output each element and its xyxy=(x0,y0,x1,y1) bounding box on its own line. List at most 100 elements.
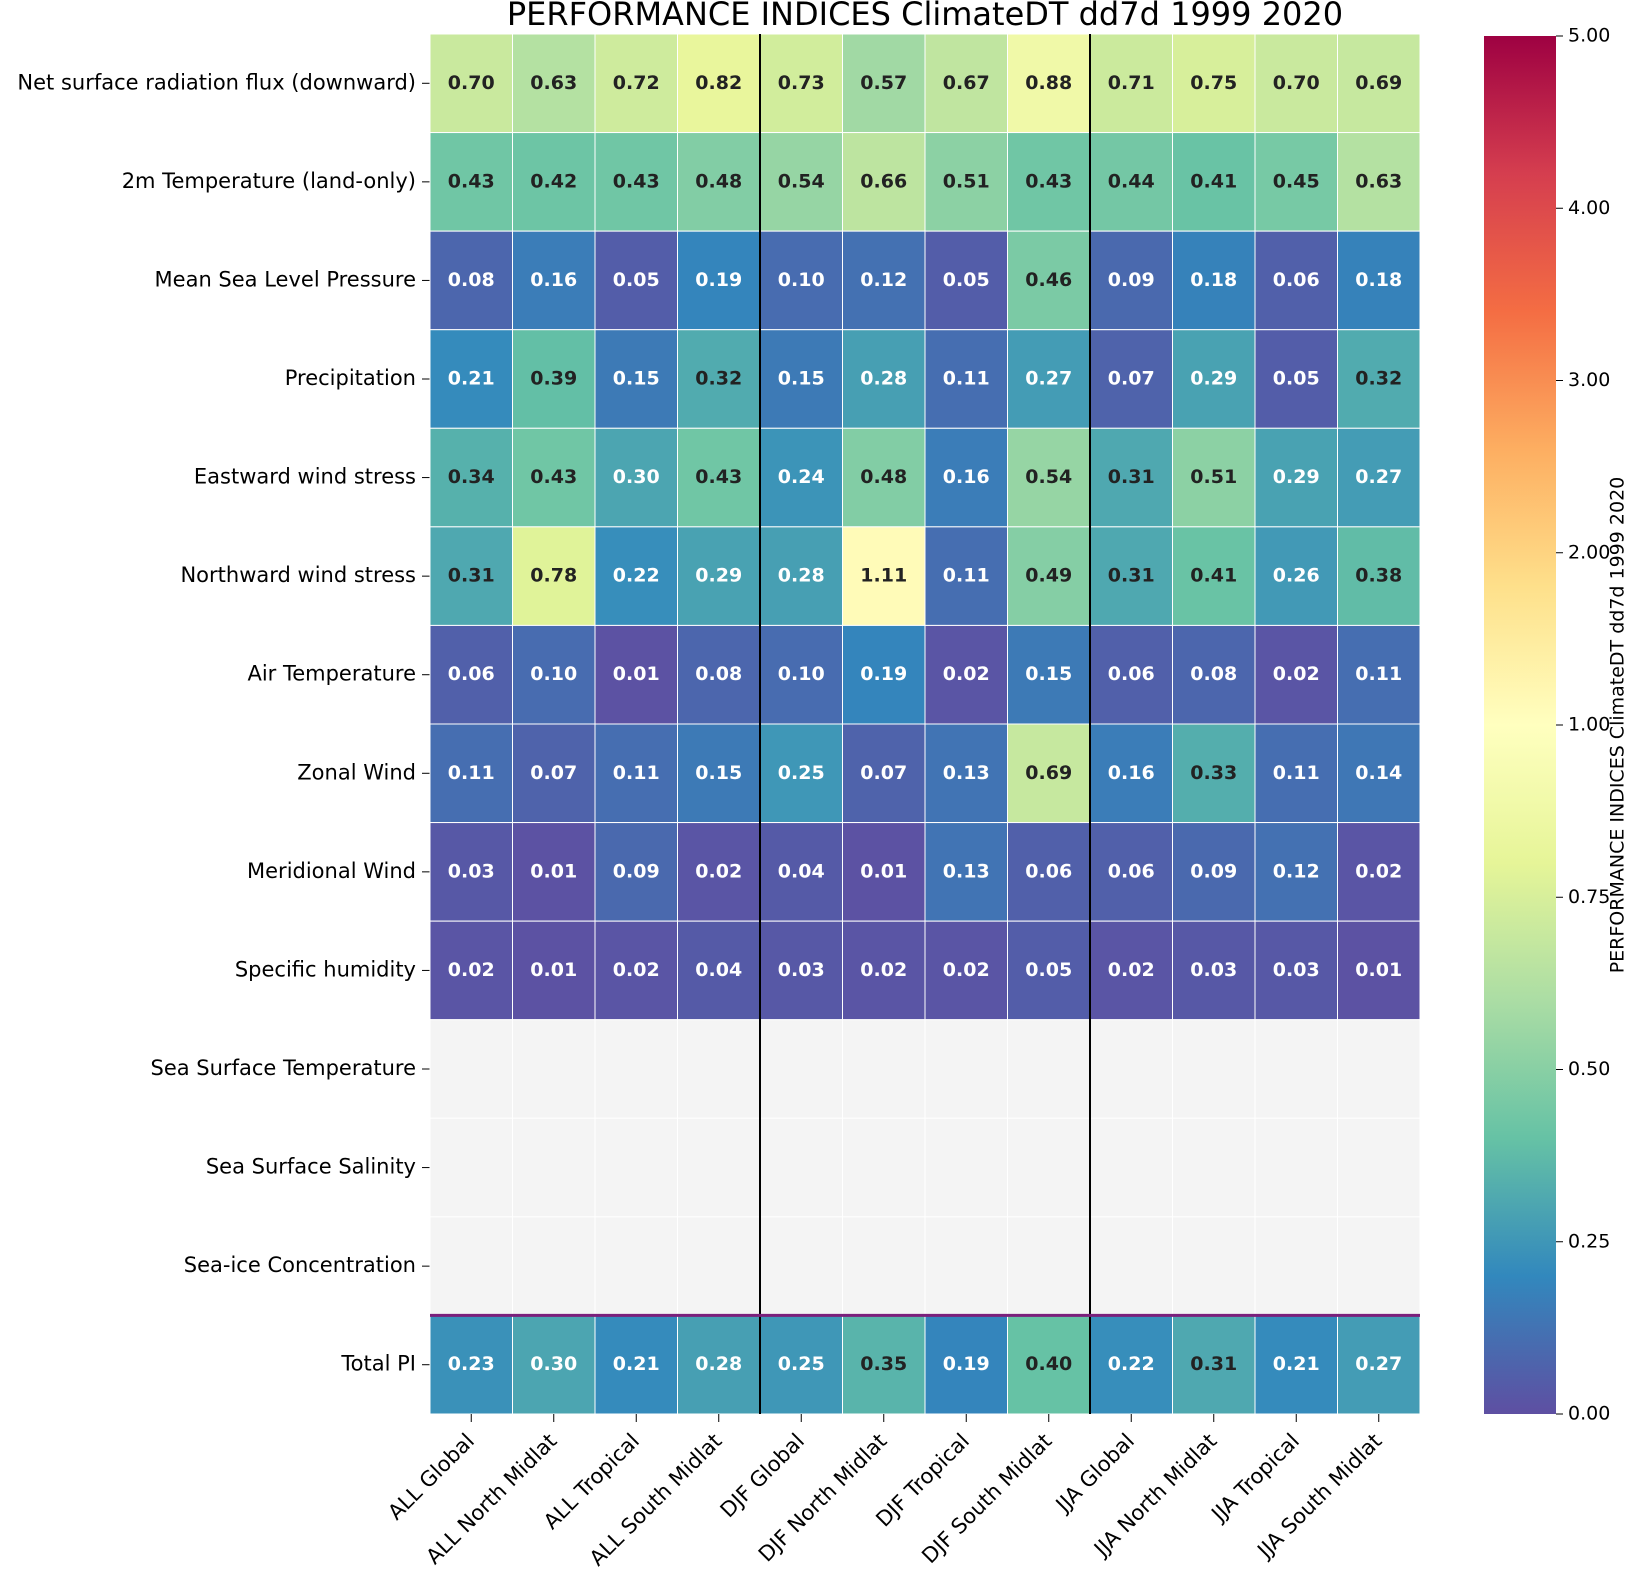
cell xyxy=(1007,526,1091,626)
empty-cell xyxy=(1337,1117,1421,1218)
cell xyxy=(429,822,513,922)
cell-label: 0.42 xyxy=(530,170,577,192)
cell xyxy=(594,624,678,725)
cell-label: 0.78 xyxy=(530,565,577,587)
cell-label: 0.07 xyxy=(1108,368,1155,390)
cell-label: 0.03 xyxy=(778,959,825,981)
cell-label: 0.38 xyxy=(1355,565,1402,587)
cell-label: 0.48 xyxy=(860,466,907,488)
cell xyxy=(429,526,513,626)
cell-label: 0.11 xyxy=(613,762,660,784)
cell xyxy=(1007,132,1091,232)
cell xyxy=(759,920,843,1021)
row-label: Eastward wind stress xyxy=(194,465,416,489)
empty-cell xyxy=(677,1117,761,1218)
cell-label: 0.29 xyxy=(695,565,742,587)
cell-label: 0.43 xyxy=(613,170,660,192)
cell-label: 0.13 xyxy=(943,860,990,882)
cell-label: 0.02 xyxy=(943,959,990,981)
cell xyxy=(429,1314,513,1415)
cell-label: 0.06 xyxy=(1108,860,1155,882)
colorbar xyxy=(1484,36,1556,1414)
cell xyxy=(512,624,596,725)
cell-label: 0.66 xyxy=(860,170,907,192)
cell-label: 0.70 xyxy=(1273,72,1320,94)
empty-cell xyxy=(924,1117,1008,1218)
cell xyxy=(1337,822,1421,922)
cell-label: 0.45 xyxy=(1273,170,1320,192)
cell-label: 0.26 xyxy=(1273,565,1320,587)
cell-label: 0.09 xyxy=(613,860,660,882)
empty-cell xyxy=(512,1117,596,1218)
cell xyxy=(924,230,1008,331)
cell-label: 0.11 xyxy=(448,762,495,784)
cell xyxy=(1337,526,1421,626)
cell xyxy=(1007,1314,1091,1415)
cell-label: 0.25 xyxy=(778,762,825,784)
cell-label: 0.08 xyxy=(695,663,742,685)
colorbar-tick-label: 3.00 xyxy=(1568,369,1610,391)
cell-label: 0.12 xyxy=(860,269,907,291)
cell-label: 0.07 xyxy=(530,762,577,784)
cell-label: 0.03 xyxy=(1190,959,1237,981)
cell xyxy=(1007,723,1091,824)
cell xyxy=(924,723,1008,824)
cell-label: 0.06 xyxy=(1108,663,1155,685)
cell-label: 0.43 xyxy=(695,466,742,488)
cell-label: 0.08 xyxy=(1190,663,1237,685)
cell-label: 0.31 xyxy=(1190,1353,1237,1375)
empty-cell xyxy=(594,1117,678,1218)
cell-label: 0.11 xyxy=(943,368,990,390)
cell-label: 0.44 xyxy=(1108,170,1155,192)
empty-cell xyxy=(1007,1019,1091,1119)
cell-label: 0.19 xyxy=(860,663,907,685)
cell xyxy=(1337,427,1421,528)
cell xyxy=(1254,230,1338,331)
cell-label: 0.21 xyxy=(1273,1353,1320,1375)
empty-cell xyxy=(594,1019,678,1119)
empty-cell xyxy=(842,1216,926,1316)
cell-label: 0.16 xyxy=(1108,762,1155,784)
empty-cell xyxy=(1254,1019,1338,1119)
cell xyxy=(924,624,1008,725)
cell-label: 0.06 xyxy=(1273,269,1320,291)
cell-label: 0.71 xyxy=(1108,72,1155,94)
cell-label: 0.05 xyxy=(613,269,660,291)
colorbar-tick-label: 5.00 xyxy=(1568,25,1610,47)
empty-cell xyxy=(1172,1216,1256,1316)
cell-label: 0.73 xyxy=(778,72,825,94)
row-label: Mean Sea Level Pressure xyxy=(155,267,416,291)
cell-label: 0.32 xyxy=(1355,368,1402,390)
cell xyxy=(1337,723,1421,824)
colorbar-tick-label: 1.00 xyxy=(1568,714,1610,736)
cell-label: 0.11 xyxy=(1355,663,1402,685)
cell xyxy=(594,132,678,232)
cell-label: 0.15 xyxy=(1025,663,1072,685)
cell-label: 0.06 xyxy=(1025,860,1072,882)
colorbar-tick-label: 0.00 xyxy=(1568,1403,1610,1425)
cell xyxy=(677,723,761,824)
cell-label: 0.28 xyxy=(860,368,907,390)
cell xyxy=(594,920,678,1021)
cell xyxy=(429,427,513,528)
cell xyxy=(1007,33,1091,134)
row-label: Sea Surface Temperature xyxy=(151,1056,417,1080)
cell-label: 0.14 xyxy=(1355,762,1402,784)
cell-label: 1.11 xyxy=(860,565,907,587)
cell xyxy=(759,624,843,725)
cell xyxy=(594,329,678,429)
cell-label: 0.11 xyxy=(943,565,990,587)
cell xyxy=(594,526,678,626)
cell-label: 0.34 xyxy=(448,466,495,488)
cell-label: 0.31 xyxy=(448,565,495,587)
cell-label: 0.30 xyxy=(530,1353,577,1375)
row-label: Air Temperature xyxy=(247,662,416,686)
colorbar-label: PERFORMANCE INDICES ClimateDT dd7d 1999 … xyxy=(1607,477,1629,974)
cell xyxy=(1172,822,1256,922)
cell-label: 0.04 xyxy=(778,860,825,882)
empty-cell xyxy=(1089,1019,1173,1119)
empty-cell xyxy=(1089,1216,1173,1316)
colorbar-tick-label: 0.25 xyxy=(1568,1230,1610,1252)
cell xyxy=(1089,132,1173,232)
cell xyxy=(759,427,843,528)
